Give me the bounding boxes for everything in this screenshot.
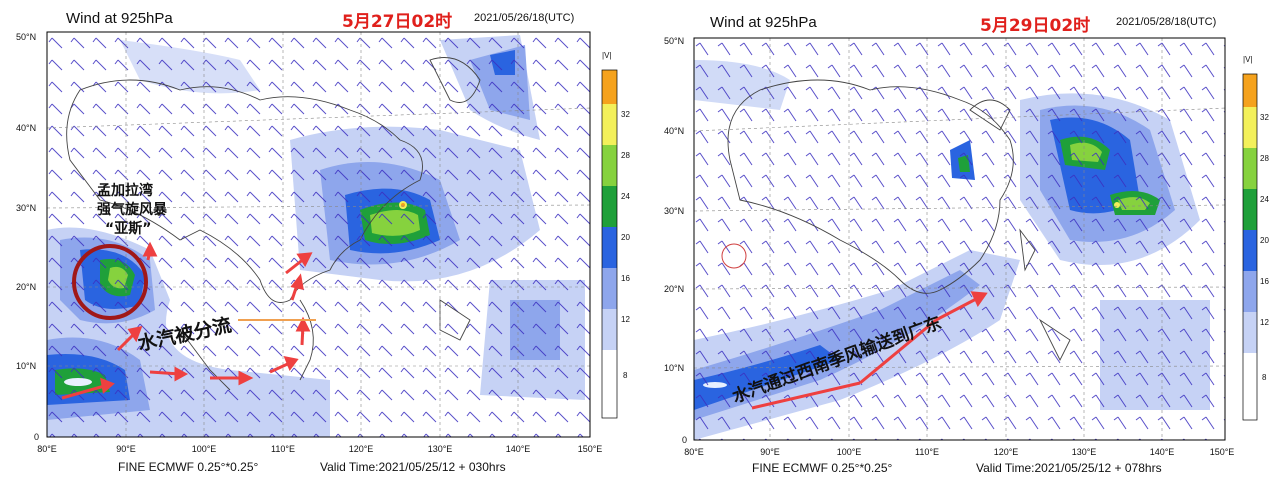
colorbar-tick: 28	[621, 151, 630, 160]
lat-tick: 20°N	[664, 284, 684, 294]
lon-tick: 130°E	[428, 444, 453, 454]
colorbar-tick: 24	[1260, 195, 1269, 204]
init-time: 2021/05/28/18(UTC)	[1116, 16, 1217, 28]
graticule	[46, 32, 591, 437]
coastlines	[66, 57, 481, 391]
valid-time: Valid Time:2021/05/25/12 + 030hrs	[320, 460, 506, 474]
colorbar-tick: 8	[1262, 373, 1267, 382]
lon-tick: 150°E	[1210, 447, 1235, 457]
model-label: FINE ECMWF 0.25°*0.25°	[752, 461, 893, 475]
colorbar-label: |V|	[1243, 55, 1253, 64]
panel-left: Wind at 925hPa 5月27日02时 2021/05/26/18(UT…	[16, 10, 630, 474]
colorbar: |V| 32 28 24 20 16 12 8	[601, 51, 630, 419]
colorbar-tick: 32	[1260, 113, 1269, 122]
lon-tick: 80°E	[37, 444, 57, 454]
lon-tick: 120°E	[349, 444, 374, 454]
moisture-arrows	[61, 241, 313, 400]
panel-right: Wind at 925hPa 5月29日02时 2021/05/28/18(UT…	[640, 0, 1280, 483]
lat-tick: 20°N	[16, 282, 36, 292]
lon-tick: 110°E	[915, 447, 939, 457]
storm-name: “亚斯”	[105, 221, 152, 237]
lon-tick: 100°E	[837, 447, 862, 457]
colorbar-tick: 24	[621, 192, 630, 201]
colorbar-tick: 28	[1260, 154, 1269, 163]
panel-title: Wind at 925hPa	[66, 10, 173, 27]
storm-label-line1: 孟加拉湾	[97, 183, 153, 199]
colorbar-tick: 20	[621, 233, 630, 242]
colorbar-tick: 12	[621, 315, 630, 324]
model-label: FINE ECMWF 0.25°*0.25°	[118, 460, 259, 474]
colorbar-tick: 16	[1260, 277, 1269, 286]
storm-circle	[72, 244, 148, 320]
map-left: 50°N 40°N 30°N 20°N 10°N 0 80°E 90°E 100…	[16, 31, 630, 454]
lat-tick: 30°N	[16, 203, 36, 213]
lon-axis: 80°E 90°E 100°E 110°E 120°E 130°E 140°E …	[37, 444, 602, 454]
lat-tick: 0	[682, 435, 687, 445]
colorbar-tick: 12	[1260, 318, 1269, 327]
init-time: 2021/05/26/18(UTC)	[474, 12, 575, 24]
lon-tick: 120°E	[994, 447, 1019, 457]
wind-barbs	[47, 32, 590, 437]
lon-axis: 80°E 90°E 100°E 110°E 120°E 130°E 140°E …	[684, 447, 1234, 457]
moisture-arrows	[751, 291, 988, 410]
lon-tick: 80°E	[684, 447, 704, 457]
lon-tick: 100°E	[192, 444, 217, 454]
map-right: 50°N 40°N 30°N 20°N 10°N 0 80°E 90°E 100…	[664, 36, 1269, 457]
lon-tick: 140°E	[506, 444, 531, 454]
small-circle	[721, 243, 747, 269]
valid-time: Valid Time:2021/05/25/12 + 078hrs	[976, 461, 1162, 475]
colorbar-tick: 16	[621, 274, 630, 283]
lon-tick: 130°E	[1072, 447, 1097, 457]
graticule	[693, 38, 1226, 440]
lat-tick: 0	[34, 432, 39, 442]
lat-tick: 50°N	[664, 36, 684, 46]
lon-tick: 110°E	[271, 444, 295, 454]
colorbar-tick: 32	[621, 110, 630, 119]
colorbar-tick: 20	[1260, 236, 1269, 245]
lat-tick: 50°N	[16, 32, 36, 42]
lon-tick: 150°E	[578, 444, 603, 454]
lon-tick: 90°E	[116, 444, 136, 454]
lat-tick: 30°N	[664, 206, 684, 216]
colorbar-label: |V|	[602, 51, 612, 60]
colorbar: |V| 32 28 24 20 16 12 8	[1242, 55, 1269, 421]
panel-title: Wind at 925hPa	[710, 14, 817, 31]
lat-axis: 50°N 40°N 30°N 20°N 10°N 0	[664, 36, 687, 445]
date-label: 5月27日02时	[342, 12, 453, 32]
wind-barbs	[694, 38, 1225, 440]
lat-tick: 40°N	[664, 126, 684, 136]
date-label: 5月29日02时	[980, 16, 1091, 36]
lon-tick: 140°E	[1150, 447, 1175, 457]
lon-tick: 90°E	[760, 447, 780, 457]
lat-tick: 10°N	[16, 361, 36, 371]
colorbar-tick: 8	[623, 371, 628, 380]
lat-tick: 40°N	[16, 123, 36, 133]
lat-axis: 50°N 40°N 30°N 20°N 10°N 0	[16, 32, 39, 442]
lat-tick: 10°N	[664, 363, 684, 373]
storm-label-line2: 强气旋风暴	[97, 202, 167, 218]
